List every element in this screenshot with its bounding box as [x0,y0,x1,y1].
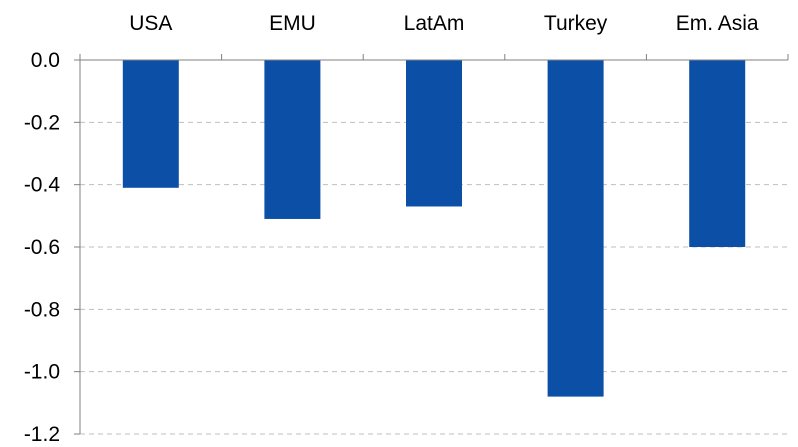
category-label: Turkey [544,12,608,35]
category-label: Em. Asia [676,12,759,35]
bars [122,60,746,397]
y-tick-label: 0.0 [31,49,60,72]
category-label: EMU [269,12,316,35]
y-tick-labels: 0.0 -0.2 -0.4 -0.6 -0.8 -1.0 -1.2 [24,49,61,446]
bar-latam [406,60,462,207]
y-axis [74,54,789,435]
bar-em-asia [689,60,746,247]
y-tick-label: -0.2 [24,111,60,134]
y-tick-label: -0.8 [24,298,60,321]
y-tick-label: -0.6 [24,236,60,259]
gridlines [80,121,788,435]
y-tick-label: -0.4 [24,174,61,197]
y-tick-label: -1.2 [24,423,60,446]
category-label: LatAm [404,12,465,35]
category-labels: USA EMU LatAm Turkey Em. Asia [129,12,759,35]
bar-emu [264,60,321,219]
bar-usa [122,60,179,188]
y-tick-label: -1.0 [24,361,60,384]
category-label: USA [129,12,172,35]
bar-turkey [547,60,604,397]
